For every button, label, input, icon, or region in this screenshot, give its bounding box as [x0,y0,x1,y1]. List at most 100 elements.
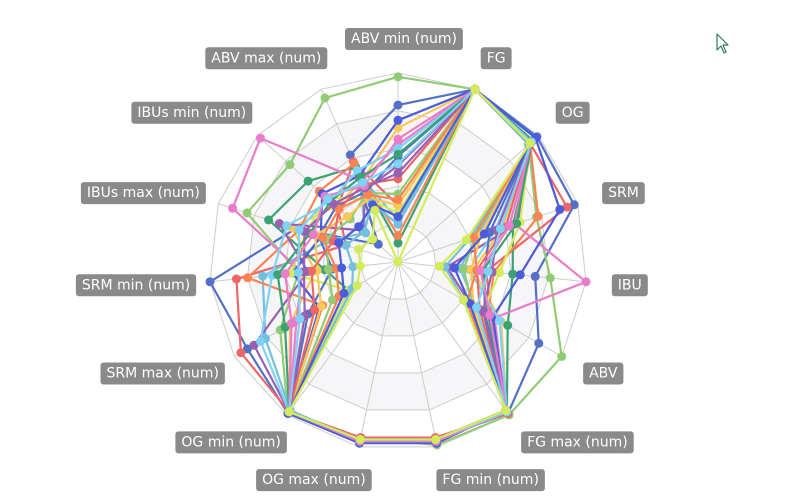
radar-data-point[interactable] [282,221,292,231]
radar-data-point[interactable] [368,234,378,244]
radar-data-point[interactable] [483,267,493,276]
radar-data-point[interactable] [569,200,579,210]
radar-data-point[interactable] [249,340,259,350]
radar-data-point[interactable] [434,261,444,271]
radar-series-line[interactable] [284,88,533,443]
radar-data-point[interactable] [255,133,265,143]
radar-data-point[interactable] [557,352,567,361]
radar-data-point[interactable] [274,219,284,228]
radar-data-point[interactable] [205,277,215,287]
radar-data-point[interactable] [393,231,403,240]
radar-data-point[interactable] [472,302,482,312]
radar-data-point[interactable] [307,266,316,276]
radar-data-point[interactable] [504,221,514,231]
radar-data-point[interactable] [545,273,555,283]
radar-data-point[interactable] [309,230,318,240]
radar-data-point[interactable] [273,270,283,280]
radar-data-point[interactable] [393,159,403,169]
radar-data-point[interactable] [501,405,511,415]
radar-data-point[interactable] [555,204,565,214]
radar-data-point[interactable] [236,348,246,358]
radar-data-point[interactable] [470,84,480,94]
radar-data-point[interactable] [231,274,241,284]
radar-data-point[interactable] [393,149,403,159]
radar-data-point[interactable] [323,194,333,204]
radar-data-point[interactable] [393,72,403,82]
radar-data-point[interactable] [469,233,478,242]
radar-data-point[interactable] [461,235,471,245]
radar-data-point[interactable] [243,273,253,283]
radar-data-point[interactable] [324,264,333,274]
radar-data-point[interactable] [284,407,294,417]
radar-data-point[interactable] [581,277,591,287]
radar-data-point[interactable] [242,208,252,218]
radar-data-point[interactable] [303,176,313,186]
radar-data-point[interactable] [562,202,572,212]
radar-data-point[interactable] [393,168,403,178]
radar-data-point[interactable] [358,178,368,188]
radar-data-point[interactable] [294,225,304,235]
radar-data-point[interactable] [295,314,305,324]
radar-data-point[interactable] [393,212,403,222]
radar-data-point[interactable] [293,268,303,277]
radar-data-point[interactable] [476,266,486,276]
radar-series-line[interactable] [288,88,532,441]
radar-data-point[interactable] [459,295,468,305]
radar-data-point[interactable] [352,166,362,175]
radar-data-point[interactable] [431,435,441,444]
radar-data-point[interactable] [310,305,319,315]
radar-data-point[interactable] [354,244,363,254]
radar-data-point[interactable] [495,316,504,326]
radar-data-point[interactable] [508,269,518,279]
radar-data-point[interactable] [285,160,295,170]
radar-data-point[interactable] [328,295,337,305]
radar-data-point[interactable] [345,150,355,160]
radar-data-point[interactable] [393,100,403,110]
radar-data-point[interactable] [534,338,544,348]
radar-data-point[interactable] [495,268,504,278]
radar-data-point[interactable] [503,320,513,330]
radar-data-point[interactable] [363,190,373,200]
radar-data-point[interactable] [496,224,505,234]
radar-data-point[interactable] [280,322,290,332]
radar-data-point[interactable] [459,264,469,274]
radar-data-point[interactable] [393,134,403,144]
radar-data-point[interactable] [393,123,403,133]
radar-data-point[interactable] [348,262,358,272]
radar-data-point[interactable] [465,299,475,309]
radar-data-point[interactable] [320,93,330,103]
radar-data-point[interactable] [242,344,252,354]
radar-data-point[interactable] [515,270,525,280]
radar-data-point[interactable] [485,310,495,320]
radar-data-point[interactable] [355,435,365,444]
radar-data-point[interactable] [337,263,347,273]
radar-data-point[interactable] [512,219,522,228]
radar-data-point[interactable] [393,257,403,267]
radar-data-point[interactable] [352,281,362,291]
radar-data-point[interactable] [316,301,326,311]
radar-data-point[interactable] [393,219,403,229]
radar-data-point[interactable] [525,138,535,148]
radar-data-point[interactable] [280,269,290,279]
radar-data-point[interactable] [530,271,540,281]
radar-data-point[interactable] [354,222,364,232]
radar-data-point[interactable] [287,318,297,328]
radar-series[interactable] [284,84,535,444]
radar-data-point[interactable] [449,263,459,273]
radar-data-point[interactable] [256,336,265,346]
radar-data-point[interactable] [393,115,403,125]
radar-data-point[interactable] [533,211,543,221]
radar-data-point[interactable] [479,229,489,239]
radar-data-point[interactable] [393,238,403,248]
radar-data-point[interactable] [349,159,359,169]
radar-data-point[interactable] [228,203,238,213]
radar-data-point[interactable] [342,212,352,221]
radar-data-point[interactable] [318,233,327,242]
radar-data-point[interactable] [339,288,349,298]
radar-data-point[interactable] [258,271,268,281]
radar-data-point[interactable] [393,195,403,205]
radar-data-point[interactable] [370,205,380,215]
radar-data-point[interactable] [334,238,344,248]
radar-data-point[interactable] [341,240,351,250]
radar-data-point[interactable] [264,215,274,225]
